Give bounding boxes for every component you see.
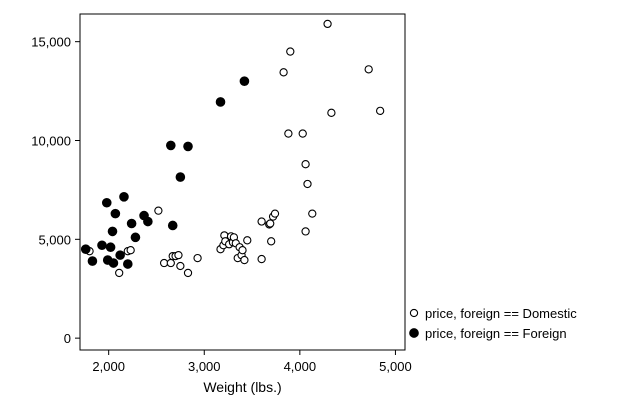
- x-axis: 2,000 3,000 4,000 5,000: [92, 350, 412, 374]
- foreign-point: [115, 250, 125, 260]
- domestic-point: [375, 106, 385, 115]
- domestic-point: [323, 19, 332, 29]
- foreign-point: [97, 240, 107, 251]
- domestic-point: [183, 268, 193, 278]
- domestic-point: [298, 129, 307, 138]
- domestic-point: [308, 209, 317, 218]
- domestic-point: [166, 258, 175, 268]
- domestic-point: [267, 237, 276, 246]
- domestic-point: [174, 250, 183, 260]
- foreign-point: [183, 141, 193, 152]
- foreign-point: [108, 258, 119, 268]
- x-axis-title: Weight (lbs.): [203, 379, 281, 395]
- domestic-point: [270, 209, 280, 218]
- domestic-point: [286, 47, 295, 56]
- foreign-point: [101, 197, 112, 208]
- domestic-point: [301, 160, 310, 169]
- foreign-point: [126, 218, 137, 229]
- domestic-point: [115, 268, 124, 278]
- domestic-point: [126, 246, 135, 255]
- y-axis: 0 5,000 10,000 15,000: [31, 35, 80, 346]
- domestic-point: [327, 108, 336, 117]
- foreign-point: [215, 97, 226, 107]
- data-points: [80, 19, 385, 278]
- y-tick-label: 10,000: [31, 133, 71, 148]
- legend: price, foreign == Domestic price, foreign…: [409, 306, 577, 341]
- domestic-point: [301, 227, 310, 236]
- foreign-point: [122, 259, 133, 269]
- domestic-point: [266, 219, 275, 228]
- foreign-point: [80, 244, 91, 254]
- x-tick-label: 5,000: [379, 359, 412, 374]
- legend-label: price, foreign == Foreign: [425, 326, 567, 341]
- domestic-point: [303, 179, 312, 189]
- domestic-point: [243, 236, 252, 245]
- foreign-point: [175, 172, 186, 182]
- foreign-point: [239, 76, 250, 86]
- domestic-point: [159, 258, 169, 268]
- legend-label: price, foreign == Domestic: [425, 306, 577, 321]
- legend-domestic-marker: [409, 308, 419, 318]
- domestic-point: [279, 68, 288, 77]
- domestic-point: [364, 65, 373, 74]
- x-tick-label: 2,000: [92, 359, 125, 374]
- domestic-point: [238, 246, 247, 255]
- y-tick-label: 15,000: [31, 35, 71, 50]
- y-tick-label: 5,000: [38, 232, 71, 247]
- foreign-point: [110, 208, 121, 219]
- legend-foreign-marker: [409, 328, 419, 338]
- foreign-point: [143, 216, 153, 227]
- foreign-point: [167, 220, 178, 231]
- x-tick-label: 4,000: [284, 359, 317, 374]
- foreign-point: [87, 256, 98, 266]
- plot-area-frame: [79, 13, 406, 351]
- foreign-point: [119, 192, 129, 202]
- domestic-point: [257, 217, 266, 226]
- foreign-point: [105, 242, 116, 253]
- domestic-point: [257, 254, 266, 264]
- domestic-point: [193, 253, 202, 263]
- foreign-point: [130, 232, 141, 243]
- foreign-point: [166, 140, 176, 151]
- foreign-point: [107, 226, 118, 237]
- domestic-point: [284, 129, 293, 138]
- domestic-point: [154, 206, 163, 215]
- y-tick-label: 0: [64, 331, 71, 346]
- x-tick-label: 3,000: [188, 359, 221, 374]
- domestic-point: [240, 255, 249, 265]
- domestic-point: [176, 261, 185, 271]
